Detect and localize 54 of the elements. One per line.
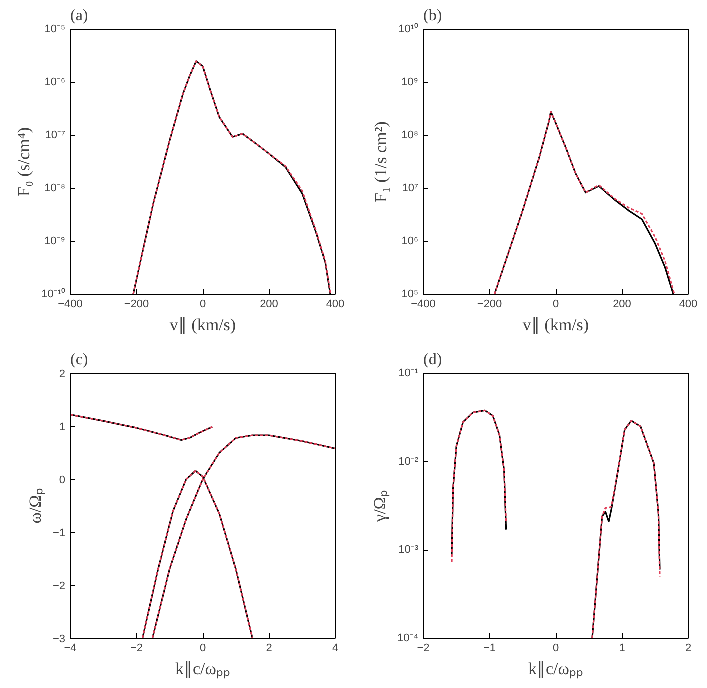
chart-title: (d) [424, 352, 442, 368]
y-axis-title: ω/Ωₚ [26, 488, 46, 524]
y-tick-label: 10⁻⁹ [44, 236, 66, 248]
x-tick-label: 0 [552, 642, 560, 654]
y-tick-label: −1 [52, 528, 66, 540]
y-tick-label: 10⁻⁷ [45, 130, 66, 142]
chart-title: (a) [70, 8, 88, 24]
x-tick-label: −400 [411, 298, 436, 310]
x-tick-label: −200 [477, 298, 502, 310]
y-tick-label: 10⁵ [402, 288, 418, 300]
y-tick-label: 10⁻¹⁰ [42, 288, 66, 300]
y-tick-label: 10⁻⁶ [44, 76, 66, 88]
x-tick-label: 0 [552, 298, 560, 310]
y-tick-label: −3 [52, 634, 66, 646]
y-tick-label: −2 [52, 580, 66, 592]
y-axis-title: F₀ (s/cm⁴) [14, 127, 34, 196]
y-tick-label: 10⁻⁴ [398, 632, 419, 644]
x-tick-label: 400 [326, 298, 345, 310]
x-tick-label: −4 [64, 642, 77, 654]
y-tick-label: 0 [59, 474, 66, 486]
x-tick-label: 2 [266, 642, 272, 654]
y-tick-label: 10⁸ [402, 130, 419, 142]
y-tick-label: 1 [59, 422, 66, 434]
x-axis-title: k∥c/ωₚₚ [176, 660, 230, 680]
x-axis-title: k∥c/ωₚₚ [528, 660, 584, 680]
x-axis-title: v∥ (km/s) [522, 316, 590, 334]
y-axis-title: γ/Ωₚ [370, 490, 391, 523]
x-tick-label: 400 [679, 298, 698, 310]
x-axis-title: v∥ (km/s) [170, 316, 236, 334]
x-tick-label: 200 [613, 298, 632, 310]
y-tick-label: 10⁻⁸ [44, 182, 66, 194]
y-tick-label: 10⁻² [398, 456, 419, 468]
y-tick-label: 10⁻⁵ [44, 24, 66, 36]
y-tick-label: 10⁹ [402, 76, 419, 88]
x-tick-label: −2 [417, 642, 430, 654]
y-tick-label: 10⁻¹ [398, 368, 419, 380]
x-tick-label: −2 [130, 642, 144, 654]
y-axis-title: F₁ (1/s cm²) [372, 122, 391, 202]
chart-title: (c) [70, 352, 88, 368]
chart-title: (b) [424, 8, 442, 24]
y-tick-label: 10⁻³ [398, 544, 419, 556]
x-tick-label: 2 [685, 642, 692, 654]
x-tick-label: 0 [200, 642, 206, 654]
x-tick-label: 4 [332, 642, 339, 654]
y-tick-label: 10⁷ [402, 182, 419, 194]
x-tick-label: −1 [483, 642, 496, 654]
y-tick-label: 10⁶ [402, 236, 418, 248]
y-tick-label: 10¹⁰ [398, 22, 419, 36]
x-tick-label: 1 [619, 642, 626, 654]
x-tick-label: −400 [58, 298, 83, 310]
x-tick-label: 0 [200, 298, 206, 310]
y-tick-label: 2 [59, 368, 66, 380]
x-tick-label: 200 [260, 298, 278, 310]
x-tick-label: −200 [124, 298, 150, 310]
